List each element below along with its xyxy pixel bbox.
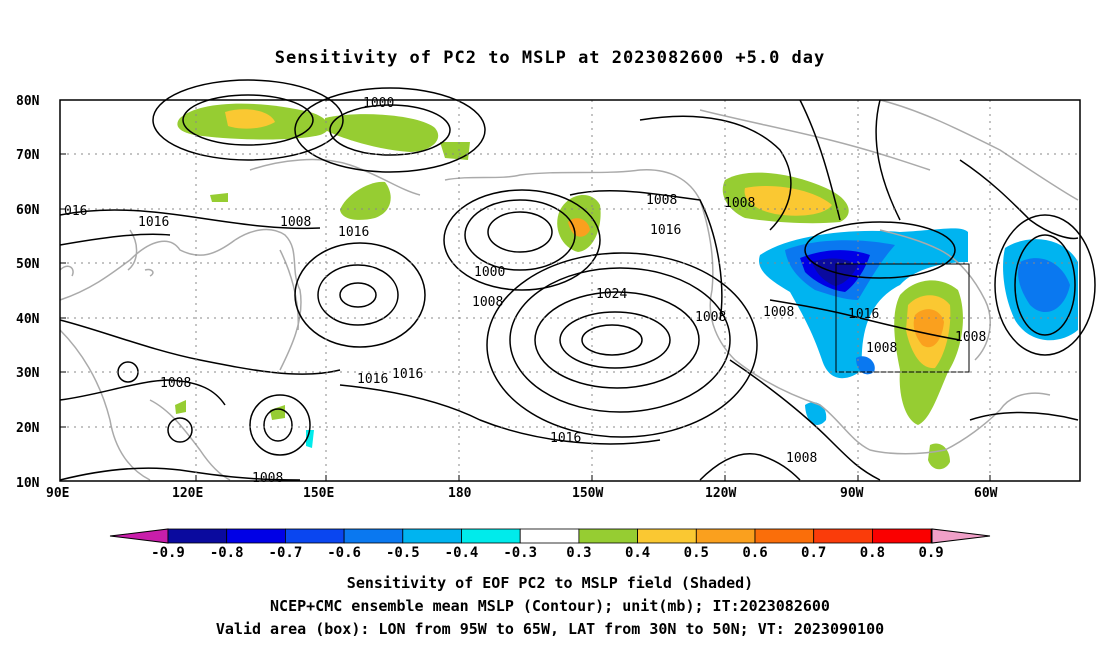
colorbar-label: -0.7 xyxy=(269,545,303,561)
latitude-labels: 80N 70N 60N 50N 40N 30N 20N 10N xyxy=(16,94,40,491)
contour-label: 1016 xyxy=(650,223,681,238)
lon-label: 60W xyxy=(974,486,998,501)
colorbar-label: 0.3 xyxy=(566,545,591,561)
contour-label: 1008 xyxy=(866,341,897,356)
colorbar-cell xyxy=(461,528,521,544)
contour-label: 1000 xyxy=(363,96,394,111)
colorbar-label: 0.4 xyxy=(625,545,650,561)
lat-label: 60N xyxy=(16,203,40,218)
colorbar-left-arrow xyxy=(109,528,169,544)
lon-label: 180 xyxy=(448,486,472,501)
colorbar: -0.9 -0.8 -0.7 -0.6 -0.5 -0.4 -0.3 0.3 0.4 0.5 0.6… xyxy=(109,528,991,561)
colorbar-cell xyxy=(695,528,756,544)
contour-label: 1008 xyxy=(955,330,986,345)
colorbar-cell xyxy=(519,528,580,544)
colorbar-label: -0.4 xyxy=(445,545,479,561)
colorbar-right-arrow xyxy=(931,528,991,544)
valid-area-box xyxy=(835,263,970,373)
contour-label: 1000 xyxy=(474,265,505,280)
lon-label: 120E xyxy=(172,486,203,501)
contour-label: 1008 xyxy=(472,295,503,310)
colorbar-label: -0.5 xyxy=(386,545,420,561)
lat-label: 80N xyxy=(16,94,40,109)
colorbar-label: 0.9 xyxy=(918,545,943,561)
lon-label: 90W xyxy=(840,486,864,501)
colorbar-cell xyxy=(343,528,404,544)
colorbar-label: 0.8 xyxy=(860,545,885,561)
colorbar-cell xyxy=(167,528,228,544)
caption-line-3: Valid area (box): LON from 95W to 65W, L… xyxy=(215,620,885,638)
contour-label: 016 xyxy=(64,204,87,219)
lon-label: 90E xyxy=(46,486,69,501)
colorbar-label: 0.7 xyxy=(801,545,826,561)
colorbar-cell xyxy=(578,528,639,544)
mslp-contours xyxy=(59,79,1096,481)
colorbar-cell xyxy=(813,528,873,544)
lat-label: 20N xyxy=(16,421,40,436)
lon-label: 150E xyxy=(303,486,334,501)
colorbar-cell xyxy=(754,528,815,544)
lon-label: 150W xyxy=(572,486,603,501)
lat-label: 50N xyxy=(16,257,40,272)
contour-label: 1024 xyxy=(596,287,627,302)
colorbar-cell xyxy=(402,528,462,544)
contour-label: 1008 xyxy=(763,305,794,320)
coastlines xyxy=(59,99,1079,481)
longitude-labels: 90E 120E 150E 180 150W 120W 90W 60W xyxy=(46,486,998,501)
shaded-sensitivity xyxy=(175,103,1078,470)
contour-label: 1008 xyxy=(724,196,755,211)
colorbar-label: -0.6 xyxy=(327,545,361,561)
lon-label: 120W xyxy=(705,486,736,501)
contour-label: 1008 xyxy=(280,215,311,230)
colorbar-cell xyxy=(226,528,286,544)
colorbar-cell xyxy=(637,528,697,544)
colorbar-cell xyxy=(872,528,932,544)
lat-label: 70N xyxy=(16,148,40,163)
lat-label: 40N xyxy=(16,312,40,327)
contour-label: 1016 xyxy=(357,372,388,387)
gridlines xyxy=(60,100,1080,481)
colorbar-cell xyxy=(284,528,345,544)
colorbar-label: 0.5 xyxy=(684,545,709,561)
axis-ticks xyxy=(60,99,991,481)
map-frame xyxy=(59,99,1081,482)
colorbar-label: -0.3 xyxy=(503,545,537,561)
caption-line-2: NCEP+CMC ensemble mean MSLP (Contour); u… xyxy=(270,597,830,615)
contour-label: 1008 xyxy=(160,376,191,391)
contour-label: 1016 xyxy=(550,431,581,446)
lat-label: 10N xyxy=(16,476,40,491)
caption-line-1: Sensitivity of EOF PC2 to MSLP field (Sh… xyxy=(346,574,754,592)
colorbar-label: -0.9 xyxy=(151,545,185,561)
contour-label: 1008 xyxy=(695,310,726,325)
colorbar-label: -0.8 xyxy=(210,545,244,561)
chart-title: Sensitivity of PC2 to MSLP at 2023082600… xyxy=(274,48,826,68)
contour-label: 1016 xyxy=(138,215,169,230)
contour-label: 1008 xyxy=(786,451,817,466)
contour-label: 1016 xyxy=(848,307,879,322)
contour-label: 1008 xyxy=(252,471,283,486)
lat-label: 30N xyxy=(16,366,40,381)
contour-label-group: 1000 1016 016 1008 1016 1008 1000 1016 1… xyxy=(64,96,986,486)
contour-label: 1008 xyxy=(646,193,677,208)
contour-label: 1016 xyxy=(392,367,423,382)
contour-label: 1016 xyxy=(338,225,369,240)
colorbar-label: 0.6 xyxy=(742,545,767,561)
